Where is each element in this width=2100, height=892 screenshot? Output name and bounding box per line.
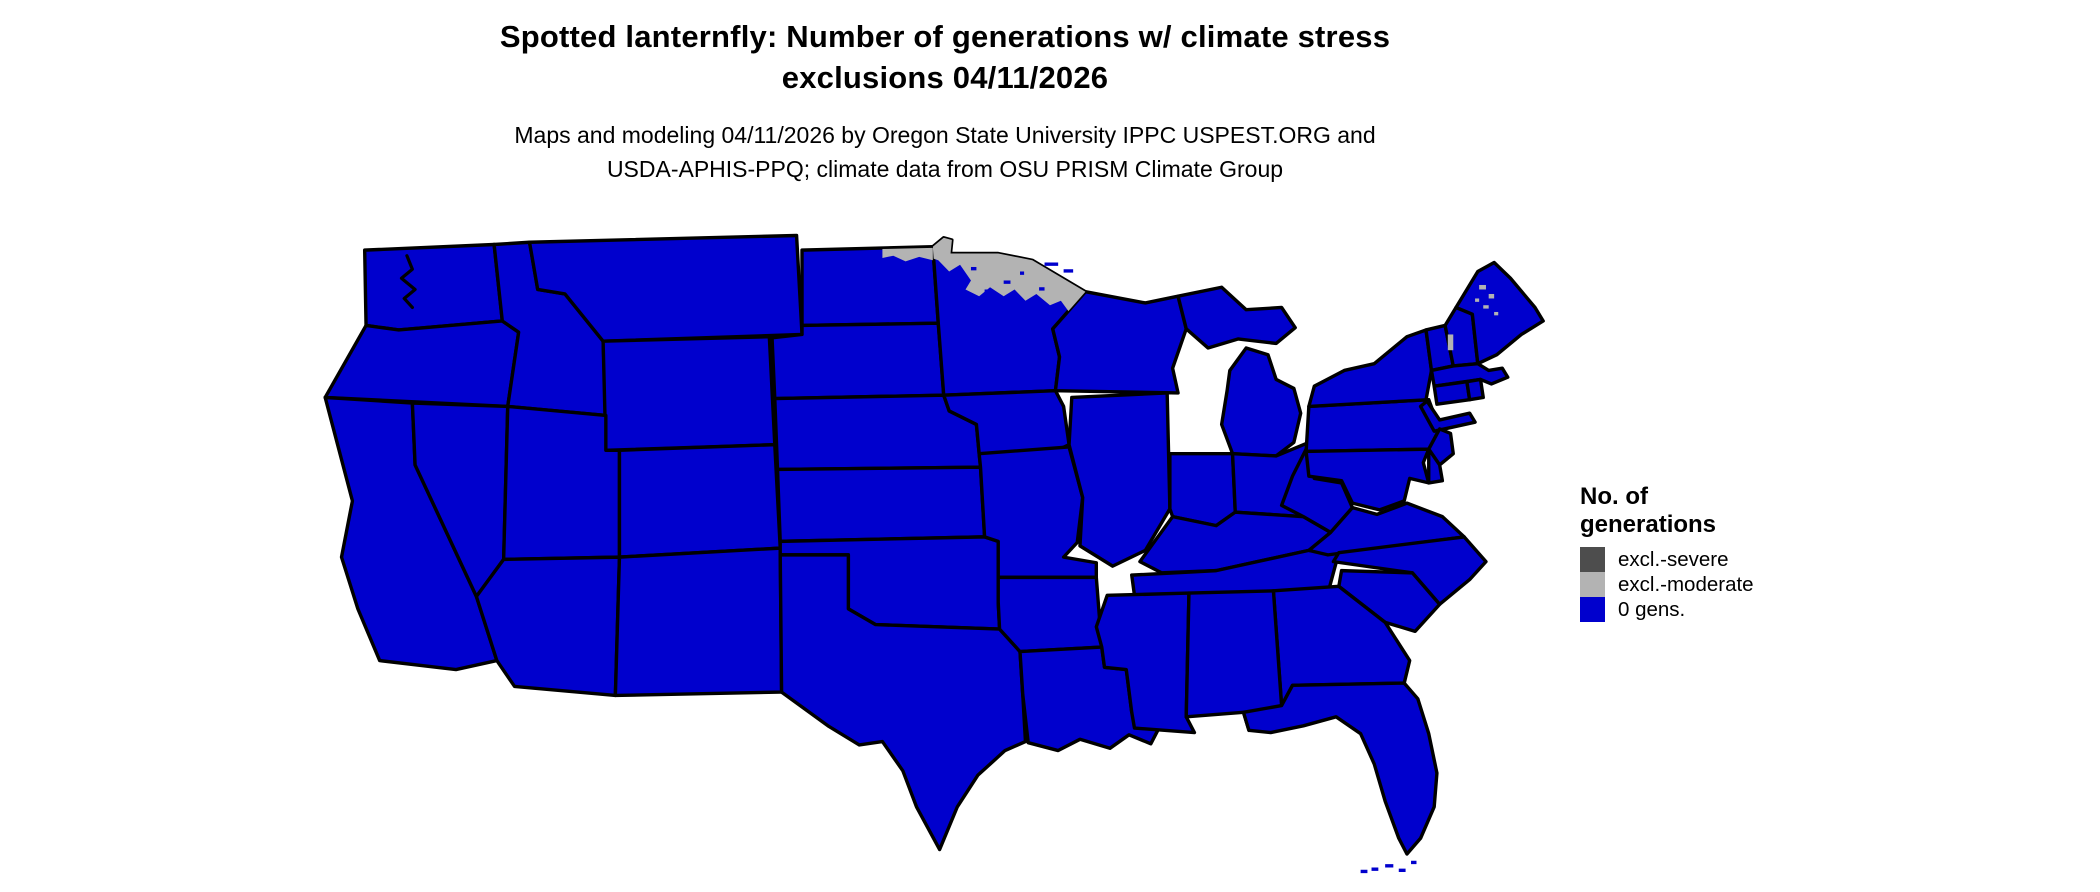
header: Spotted lanternfly: Number of generation… bbox=[0, 16, 1890, 186]
legend-item-excl-severe: excl.-severe bbox=[1580, 547, 1754, 572]
excl-moderate-swatch bbox=[1580, 572, 1605, 597]
state-michigan-upper-peninsula bbox=[1178, 287, 1295, 348]
puget-sound-inlet bbox=[401, 256, 415, 308]
state-new-mexico bbox=[615, 548, 781, 695]
blue-speckle bbox=[954, 280, 959, 284]
excl-moderate-speckles-northeast bbox=[1447, 284, 1499, 351]
legend-item-0-gens: 0 gens. bbox=[1580, 597, 1754, 622]
gray-speckle bbox=[1475, 298, 1480, 302]
page-title-line2: exclusions 04/11/2026 bbox=[781, 60, 1109, 95]
state-maryland bbox=[1306, 449, 1429, 510]
state-new-york bbox=[1309, 330, 1475, 431]
state-utah bbox=[504, 406, 620, 559]
small-islands bbox=[1044, 262, 1417, 874]
state-texas bbox=[780, 555, 1025, 850]
us-map bbox=[317, 231, 1550, 874]
state-michigan-lower-peninsula bbox=[1222, 348, 1301, 456]
state-west-virginia bbox=[1282, 449, 1353, 532]
state-arkansas bbox=[998, 577, 1102, 651]
legend-items: excl.-severe excl.-moderate 0 gens. bbox=[1580, 547, 1754, 622]
state-north-dakota bbox=[802, 247, 938, 326]
subtitle: Maps and modeling 04/11/2026 by Oregon S… bbox=[0, 118, 1890, 186]
state-maine bbox=[1456, 262, 1543, 363]
lake-island bbox=[1063, 269, 1074, 273]
blue-speckle bbox=[1039, 287, 1045, 291]
state-wisconsin bbox=[1053, 292, 1187, 393]
excl-severe-label: excl.-severe bbox=[1618, 547, 1729, 571]
excl-moderate-region-north-dakota bbox=[882, 247, 933, 262]
excl-moderate-label: excl.-moderate bbox=[1618, 572, 1754, 596]
legend-title-line2: generations bbox=[1580, 511, 1717, 538]
florida-keys-island bbox=[1360, 869, 1368, 874]
subtitle-line2: USDA-APHIS-PPQ; climate data from OSU PR… bbox=[606, 156, 1284, 182]
zero-gens-swatch bbox=[1580, 597, 1605, 622]
florida-keys-island bbox=[1398, 868, 1406, 873]
zero-gens-label: 0 gens. bbox=[1618, 597, 1686, 621]
blue-speckle bbox=[970, 266, 977, 271]
blue-speckle bbox=[1003, 280, 1011, 284]
legend-item-excl-moderate: excl.-moderate bbox=[1580, 572, 1754, 597]
legend-title-line1: No. of bbox=[1580, 483, 1648, 510]
state-delaware bbox=[1429, 449, 1443, 483]
isle-royale bbox=[1044, 262, 1059, 266]
excl-moderate-patch-north-dakota bbox=[882, 247, 933, 262]
state-connecticut bbox=[1434, 382, 1469, 404]
gray-speckle bbox=[1483, 305, 1489, 309]
state-kansas bbox=[778, 467, 985, 541]
state-illinois bbox=[1069, 393, 1170, 566]
subtitle-line1: Maps and modeling 04/11/2026 by Oregon S… bbox=[514, 122, 1376, 148]
gray-speckle bbox=[1479, 284, 1486, 290]
florida-keys-island bbox=[1411, 860, 1417, 865]
state-rhode-island bbox=[1467, 379, 1483, 399]
page-title-line1: Spotted lanternfly: Number of generation… bbox=[499, 19, 1391, 54]
blue-speckle bbox=[984, 289, 991, 293]
state-south-dakota bbox=[772, 323, 944, 398]
blue-speckle bbox=[1020, 271, 1025, 275]
state-arizona bbox=[476, 557, 619, 695]
states-layer bbox=[325, 235, 1543, 854]
state-colorado bbox=[619, 445, 780, 557]
state-north-carolina bbox=[1333, 537, 1486, 604]
gray-speckle bbox=[1447, 334, 1454, 351]
state-oregon bbox=[325, 321, 518, 406]
florida-keys-island bbox=[1385, 864, 1394, 868]
state-wyoming bbox=[603, 337, 775, 451]
gray-speckle bbox=[1494, 311, 1499, 316]
excl-severe-swatch bbox=[1580, 547, 1605, 572]
gray-speckle bbox=[1488, 293, 1495, 299]
florida-keys-island bbox=[1371, 867, 1379, 871]
state-washington bbox=[365, 244, 503, 329]
legend: No. of generations excl.-severe excl.-mo… bbox=[1580, 483, 1754, 622]
state-indiana bbox=[1170, 454, 1235, 526]
state-florida bbox=[1243, 683, 1436, 854]
